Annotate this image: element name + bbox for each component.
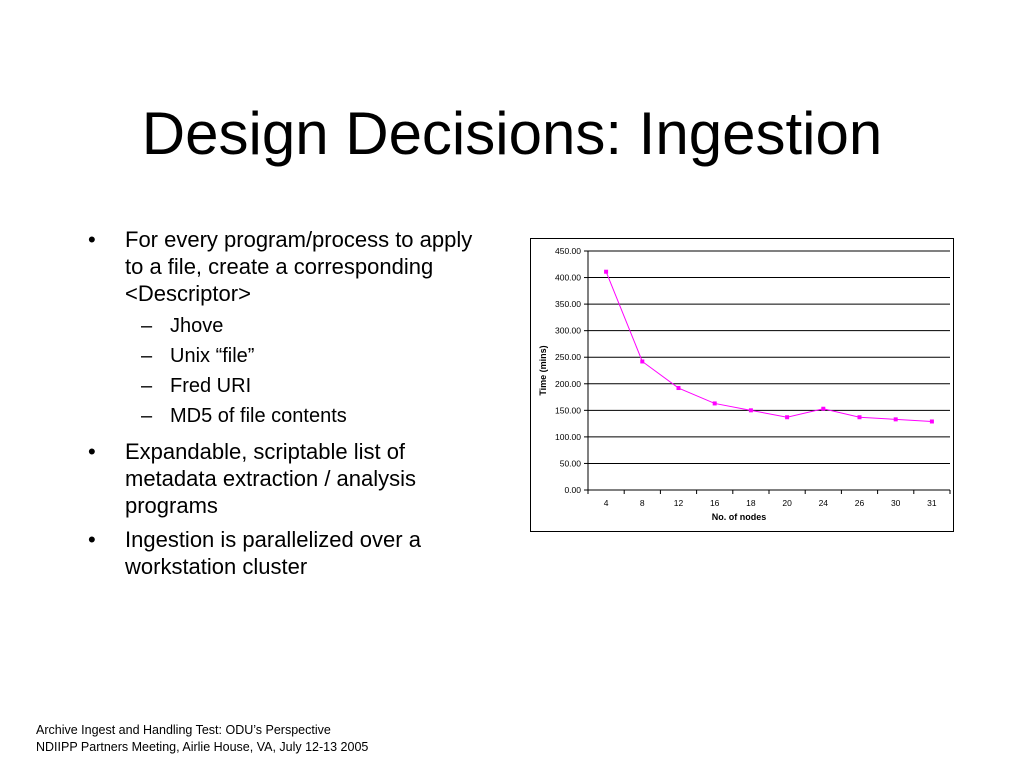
footer: Archive Ingest and Handling Test: ODU’s … xyxy=(36,722,368,756)
x-axis-label: No. of nodes xyxy=(712,512,767,522)
sub-bullet-item: Unix “file” xyxy=(125,341,496,371)
x-tick-label: 4 xyxy=(604,498,609,508)
footer-line-1: Archive Ingest and Handling Test: ODU’s … xyxy=(36,723,331,737)
bullet-text: Expandable, scriptable list of metadata … xyxy=(125,439,417,518)
data-point xyxy=(640,359,645,364)
x-tick-label: 31 xyxy=(927,498,937,508)
y-tick-label: 150.00 xyxy=(555,405,581,415)
y-tick-label: 350.00 xyxy=(555,299,581,309)
x-tick-label: 18 xyxy=(746,498,756,508)
series-line xyxy=(605,271,932,422)
bullet-item: Ingestion is parallelized over a worksta… xyxy=(86,526,496,580)
sub-bullet-item: Jhove xyxy=(125,311,496,341)
bullet-list: For every program/process to apply to a … xyxy=(86,226,496,587)
y-tick-label: 400.00 xyxy=(555,273,581,283)
y-tick-label: 0.00 xyxy=(564,485,581,495)
footer-line-2: NDIIPP Partners Meeting, Airlie House, V… xyxy=(36,740,369,754)
slide-title: Design Decisions: Ingestion xyxy=(141,100,883,167)
y-tick-label: 450.00 xyxy=(555,246,581,256)
y-tick-label: 50.00 xyxy=(560,458,582,468)
line-chart: 0.00 50.00 100.00 150.00 200.00 250.00 300.00 3… xyxy=(538,246,951,522)
bullet-text: Ingestion is parallelized over a worksta… xyxy=(125,527,421,579)
bullet-item: Expandable, scriptable list of metadata … xyxy=(86,438,496,519)
data-point xyxy=(712,401,717,406)
x-tick-label: 24 xyxy=(819,498,829,508)
data-point xyxy=(604,269,609,274)
sub-bullet-list: Jhove Unix “file” Fred URI MD5 of file c… xyxy=(125,311,496,431)
x-tick-label: 12 xyxy=(674,498,684,508)
x-tick-label: 26 xyxy=(855,498,865,508)
bullet-item: For every program/process to apply to a … xyxy=(86,226,496,431)
data-point xyxy=(821,406,826,411)
data-point xyxy=(857,415,862,420)
data-point xyxy=(893,417,898,422)
data-point xyxy=(748,408,753,413)
x-tick-label: 8 xyxy=(640,498,645,508)
sub-bullet-item: Fred URI xyxy=(125,371,496,401)
chart-frame: 0.00 50.00 100.00 150.00 200.00 250.00 300.00 3… xyxy=(530,238,954,532)
y-tick-label: 300.00 xyxy=(555,326,581,336)
data-point xyxy=(676,386,681,391)
x-tick-label: 30 xyxy=(891,498,901,508)
y-tick-label: 250.00 xyxy=(555,352,581,362)
y-tick-label: 100.00 xyxy=(555,432,581,442)
x-tick-label: 20 xyxy=(782,498,792,508)
bullet-text: For every program/process to apply to a … xyxy=(125,227,473,306)
y-axis-label: Time (mins) xyxy=(538,345,548,395)
data-point xyxy=(929,419,934,424)
y-tick-label: 200.00 xyxy=(555,379,581,389)
data-point xyxy=(785,415,790,420)
x-tick-label: 16 xyxy=(710,498,720,508)
sub-bullet-item: MD5 of file contents xyxy=(125,401,496,431)
